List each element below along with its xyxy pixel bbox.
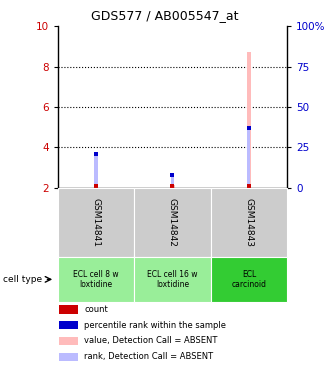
Text: cell type: cell type (3, 275, 43, 284)
Text: GDS577 / AB005547_at: GDS577 / AB005547_at (91, 9, 239, 22)
Text: ECL cell 8 w
loxtidine: ECL cell 8 w loxtidine (73, 270, 119, 289)
Text: GSM14843: GSM14843 (245, 198, 253, 247)
Bar (170, 186, 175, 188)
Bar (171, 176, 174, 188)
Text: GSM14842: GSM14842 (168, 198, 177, 247)
Text: GSM14841: GSM14841 (91, 198, 100, 247)
Bar (248, 128, 250, 188)
Bar (94, 154, 97, 188)
Text: value, Detection Call = ABSENT: value, Detection Call = ABSENT (84, 336, 217, 345)
Text: rank, Detection Call = ABSENT: rank, Detection Call = ABSENT (84, 352, 213, 361)
Text: ECL
carcinoid: ECL carcinoid (231, 270, 266, 289)
Text: percentile rank within the sample: percentile rank within the sample (84, 321, 226, 330)
Bar (247, 53, 251, 188)
Text: ECL cell 16 w
loxtidine: ECL cell 16 w loxtidine (147, 270, 198, 289)
Bar (94, 182, 98, 188)
Text: count: count (84, 305, 108, 314)
